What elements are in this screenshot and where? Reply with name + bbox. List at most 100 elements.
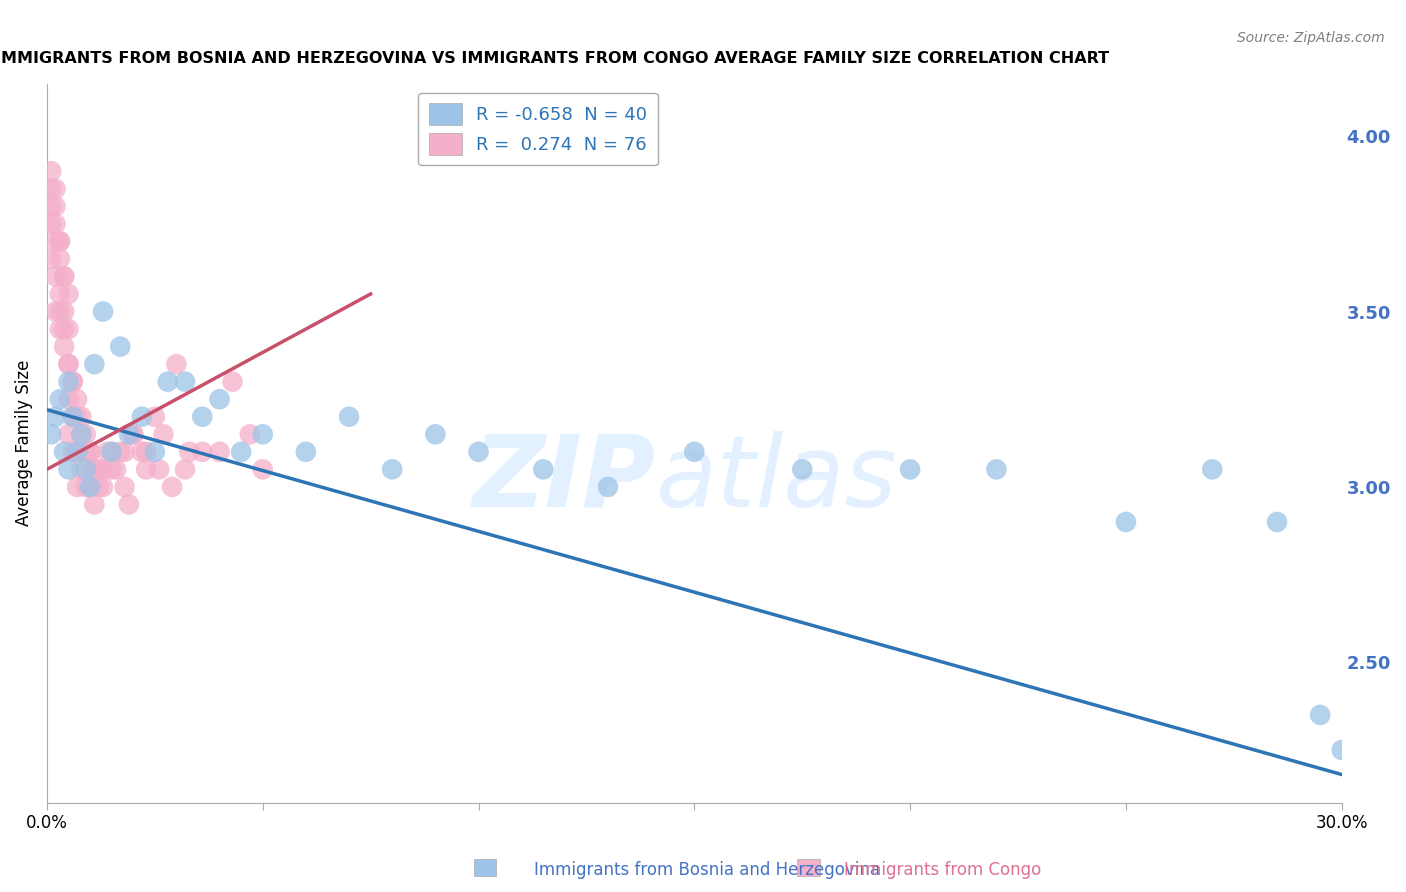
Point [62,445,84,459]
Point [114,445,136,459]
Point [96,445,118,459]
Point [91,480,114,494]
Point [425,427,447,442]
Point [49,392,72,407]
Point [70,409,93,424]
Point [39,427,62,442]
Point [58,322,80,336]
Point [83,498,105,512]
Point [208,392,231,407]
Point [148,462,170,476]
Point [381,462,404,476]
Point [49,304,72,318]
Point [179,445,201,459]
Point [58,392,80,407]
Point [44,269,66,284]
Point [467,445,489,459]
Point [79,445,101,459]
Point [62,375,84,389]
Point [58,357,80,371]
Text: Immigrants from Congo: Immigrants from Congo [844,861,1040,879]
Point [1309,707,1331,722]
Point [100,445,122,459]
Point [792,462,814,476]
Point [66,392,89,407]
Point [44,304,66,318]
Text: Source: ZipAtlas.com: Source: ZipAtlas.com [1237,31,1385,45]
Point [44,199,66,213]
Point [75,427,97,442]
Point [66,445,89,459]
Point [118,427,141,442]
Point [66,409,89,424]
Point [58,462,80,476]
Point [70,427,93,442]
Point [122,427,145,442]
Point [44,409,66,424]
Point [221,375,243,389]
Point [1201,462,1223,476]
Point [191,409,214,424]
Point [1115,515,1137,529]
Point [1265,515,1288,529]
Point [49,252,72,266]
Point [295,445,318,459]
Point [156,375,179,389]
Point [62,409,84,424]
Point [53,322,76,336]
Point [87,462,110,476]
Point [110,340,132,354]
Text: IMMIGRANTS FROM BOSNIA AND HERZEGOVINA VS IMMIGRANTS FROM CONGO AVERAGE FAMILY S: IMMIGRANTS FROM BOSNIA AND HERZEGOVINA V… [0,51,1109,66]
Point [53,304,76,318]
Point [174,462,197,476]
Text: ZIP: ZIP [472,431,655,527]
Point [208,445,231,459]
Point [135,445,157,459]
Point [79,480,101,494]
Point [1330,743,1353,757]
Point [49,235,72,249]
Point [79,480,101,494]
Point [53,269,76,284]
Point [49,235,72,249]
Bar [474,858,496,876]
Point [83,357,105,371]
Point [118,498,141,512]
Point [683,445,706,459]
Point [252,462,274,476]
Point [44,217,66,231]
Text: Immigrants from Bosnia and Herzegovina: Immigrants from Bosnia and Herzegovina [534,861,880,879]
Point [174,375,197,389]
Point [70,462,93,476]
Point [39,217,62,231]
Point [100,462,122,476]
Point [58,375,80,389]
Bar [797,858,820,876]
Point [49,287,72,301]
Point [191,445,214,459]
Point [39,252,62,266]
Point [986,462,1008,476]
Point [39,164,62,178]
Point [58,427,80,442]
Point [44,182,66,196]
Point [58,287,80,301]
Point [337,409,360,424]
Point [58,357,80,371]
Point [122,427,145,442]
Point [229,445,252,459]
Legend: R = -0.658  N = 40, R =  0.274  N = 76: R = -0.658 N = 40, R = 0.274 N = 76 [419,93,658,166]
Point [160,480,183,494]
Point [39,199,62,213]
Point [39,182,62,196]
Point [898,462,921,476]
Y-axis label: Average Family Size: Average Family Size [15,359,32,526]
Point [49,322,72,336]
Point [135,462,157,476]
Point [62,375,84,389]
Point [62,409,84,424]
Point [104,462,127,476]
Point [79,445,101,459]
Point [131,409,153,424]
Point [70,427,93,442]
